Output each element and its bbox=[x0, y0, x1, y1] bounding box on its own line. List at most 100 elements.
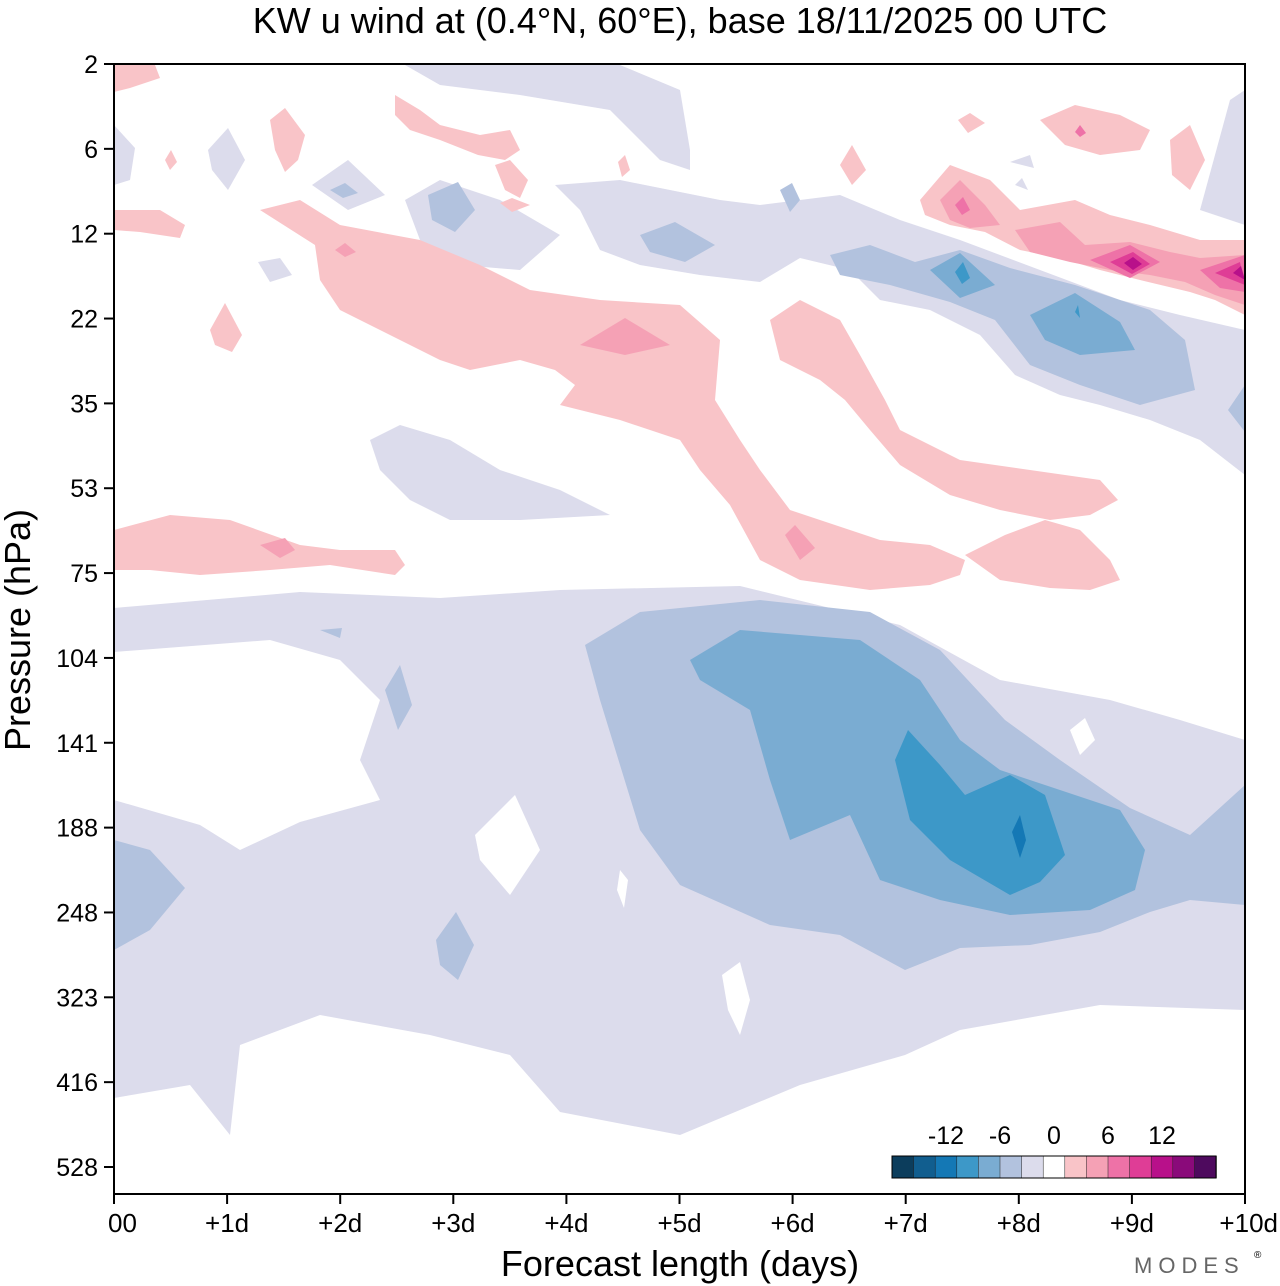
contour-westerly-level-1l bbox=[618, 155, 630, 177]
contour-easterly-level-2b bbox=[114, 840, 185, 950]
colorbar-tick-label: -12 bbox=[928, 1122, 964, 1150]
x-tick-label: 00 bbox=[108, 1208, 137, 1238]
y-tick-label: 53 bbox=[70, 475, 98, 503]
colorbar-tick-label: -6 bbox=[989, 1122, 1011, 1150]
contour-westerly-level-2e bbox=[940, 180, 1000, 228]
white-gap-2 bbox=[475, 795, 540, 895]
contour-strat-easterly-3 bbox=[370, 425, 610, 520]
colorbar-swatch bbox=[1107, 1155, 1131, 1179]
contour-westerly-level-1n bbox=[500, 198, 530, 212]
x-tick-label: +4d bbox=[544, 1208, 588, 1238]
contour-easterly-level-2c bbox=[385, 665, 412, 730]
contour-strat-easterly-level-2d bbox=[330, 183, 358, 198]
colorbar-swatch bbox=[1194, 1155, 1217, 1179]
contour-westerly-level-1i bbox=[114, 65, 160, 92]
contour-easterly-level-4 bbox=[895, 730, 1065, 895]
y-tick-label: 188 bbox=[56, 815, 98, 843]
contour-field bbox=[114, 65, 1245, 1135]
contour-easterly-level-2d bbox=[436, 912, 474, 980]
contour-westerly-level-1b bbox=[770, 300, 1118, 520]
contour-strat-easterly-level-4b bbox=[1075, 305, 1080, 318]
contour-strat-easterly-8 bbox=[258, 258, 292, 282]
contour-strat-easterly-7 bbox=[114, 125, 135, 185]
white-gap-5 bbox=[1070, 718, 1095, 755]
x-tick-label: +3d bbox=[431, 1208, 475, 1238]
y-tick-label: 141 bbox=[56, 730, 98, 758]
contour-strat-easterly-5 bbox=[312, 160, 385, 210]
x-tick-label: +2d bbox=[318, 1208, 362, 1238]
colorbar-swatch bbox=[956, 1155, 980, 1179]
colorbar: -12 -6 0 6 12 bbox=[891, 1122, 1217, 1179]
contour-westerly-level-2d bbox=[335, 243, 356, 257]
colorbar-swatch bbox=[934, 1155, 958, 1179]
chart-title: KW u wind at (0.4°N, 60°E), base 18/11/2… bbox=[253, 0, 1108, 41]
white-gap-3 bbox=[617, 870, 628, 908]
contour-westerly-level-1k bbox=[165, 150, 177, 170]
colorbar-ticks: -12 -6 0 6 12 bbox=[928, 1122, 1176, 1150]
registered-mark: ® bbox=[1254, 1250, 1262, 1261]
colorbar-swatch bbox=[999, 1155, 1023, 1179]
contour-strat-easterly-level-2f bbox=[1228, 385, 1245, 432]
contour-easterly-level-2e bbox=[320, 628, 342, 638]
colorbar-swatch bbox=[913, 1155, 936, 1179]
colorbar-swatch bbox=[891, 1155, 915, 1179]
contour-strat-easterly-level-3b bbox=[1030, 293, 1135, 355]
y-tick-label: 416 bbox=[56, 1069, 98, 1097]
contour-westerly-level-1c bbox=[965, 520, 1120, 590]
contour-westerly-level-5 bbox=[1124, 257, 1142, 270]
contour-westerly-level-1q bbox=[1170, 125, 1205, 190]
y-axis-label: Pressure (hPa) bbox=[0, 509, 38, 751]
y-axis: 2 6 12 22 35 53 75 104 141 188 248 323 416 528 bbox=[56, 51, 114, 1182]
contour-westerly-level-1p bbox=[1040, 105, 1150, 155]
contour-strat-easterly-level-2b bbox=[428, 182, 475, 232]
colorbar-swatch bbox=[1129, 1155, 1152, 1179]
colorbar-swatch bbox=[1172, 1155, 1196, 1179]
contour-westerly-level-3 bbox=[955, 197, 970, 215]
colorbar-swatch bbox=[1150, 1155, 1174, 1179]
contour-easterly-level-5 bbox=[1012, 815, 1026, 858]
y-tick-label: 2 bbox=[84, 51, 98, 79]
contour-westerly-level-2c bbox=[785, 525, 815, 560]
contour-strat-easterly-10 bbox=[1200, 90, 1245, 225]
y-tick-label: 104 bbox=[56, 645, 98, 673]
y-tick-label: 75 bbox=[70, 560, 98, 588]
contour-strat-easterly-11 bbox=[1015, 178, 1028, 190]
contour-westerly-level-1g bbox=[270, 108, 305, 172]
white-gap-4 bbox=[722, 962, 750, 1035]
contour-westerly-level-1f bbox=[395, 95, 520, 160]
x-axis: 00 +1d +2d +3d +4d +5d +6d +7d +8d +9d +10d bbox=[108, 1194, 1278, 1238]
contour-strat-easterly-level-2 bbox=[830, 245, 1195, 405]
x-tick-label: +9d bbox=[1110, 1208, 1154, 1238]
x-tick-label: +8d bbox=[997, 1208, 1041, 1238]
contour-westerly-level-2 bbox=[580, 318, 670, 355]
colorbar-tick-label: 6 bbox=[1101, 1122, 1115, 1150]
y-tick-label: 12 bbox=[70, 221, 98, 249]
contour-strat-easterly-level-2e bbox=[780, 183, 800, 212]
contour-westerly-level-1d bbox=[114, 515, 405, 575]
x-tick-label: +5d bbox=[657, 1208, 701, 1238]
colorbar-swatch bbox=[978, 1155, 1001, 1179]
contour-strat-easterly-9 bbox=[1010, 155, 1034, 168]
x-tick-label: +1d bbox=[205, 1208, 249, 1238]
y-tick-label: 35 bbox=[70, 390, 98, 418]
contour-strat-easterly-2 bbox=[555, 180, 1245, 475]
colorbar-swatch bbox=[1021, 1155, 1044, 1179]
colorbar-swatches bbox=[891, 1155, 1217, 1179]
contour-westerly-level-1j bbox=[840, 145, 866, 185]
contour-westerly-level-1m bbox=[495, 160, 528, 198]
y-tick-label: 323 bbox=[56, 984, 98, 1012]
colorbar-swatch bbox=[1042, 1155, 1066, 1179]
contour-westerly-level-2b bbox=[260, 538, 295, 558]
contour-westerly-level-5b bbox=[1233, 266, 1245, 280]
contour-westerly-level-1 bbox=[260, 200, 965, 590]
colorbar-tick-label: 0 bbox=[1047, 1122, 1061, 1150]
contour-strat-easterly-level-4 bbox=[955, 262, 970, 284]
contour-westerly-level-1h bbox=[210, 303, 242, 352]
y-tick-label: 22 bbox=[70, 306, 98, 334]
contour-westerly-level-1e bbox=[114, 210, 185, 238]
colorbar-frame bbox=[891, 1155, 1217, 1179]
white-gap-1 bbox=[114, 640, 380, 850]
x-tick-label: +7d bbox=[884, 1208, 928, 1238]
y-tick-label: 248 bbox=[56, 899, 98, 927]
